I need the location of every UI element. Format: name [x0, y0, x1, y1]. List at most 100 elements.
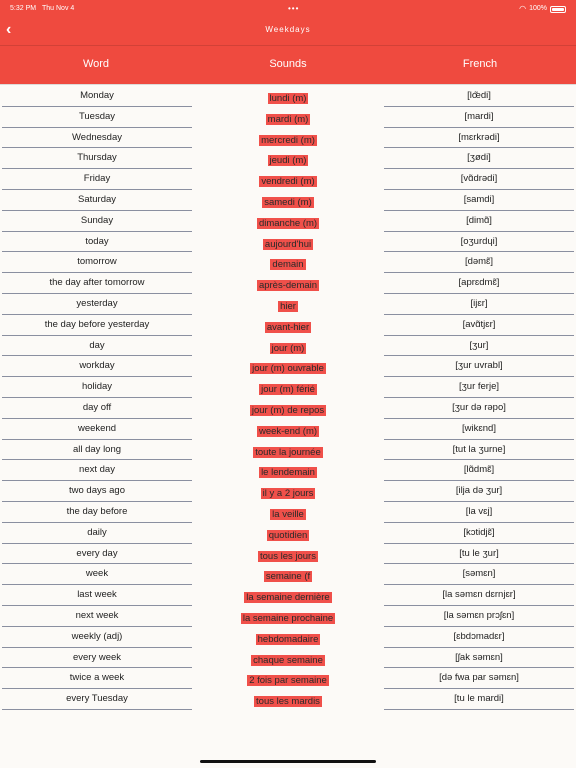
- table-row[interactable]: the day after tomorrow après-demain [aprɛd…: [0, 273, 576, 294]
- sound-label[interactable]: tous les jours: [258, 550, 318, 562]
- sound-cell[interactable]: vendredi (m): [192, 176, 384, 188]
- sound-label[interactable]: lundi (m): [267, 93, 309, 104]
- sound-cell[interactable]: chaque semaine: [192, 654, 384, 667]
- sound-label[interactable]: chaque semaine: [251, 654, 325, 666]
- table-row[interactable]: every Tuesday tous les mardis [tu le mardi…: [0, 689, 576, 710]
- sound-label[interactable]: 2 fois par semaine: [247, 675, 329, 687]
- sound-cell[interactable]: jour (m) férié: [192, 384, 384, 396]
- sound-cell[interactable]: mercredi (m): [192, 134, 384, 147]
- sound-cell[interactable]: jour (m) de repos: [192, 404, 384, 417]
- sound-cell[interactable]: week-end (m): [192, 425, 384, 438]
- sound-label[interactable]: la semaine dernière: [244, 592, 332, 604]
- table-row[interactable]: last week la semaine dernière [la səmɛn dɛ…: [0, 585, 576, 606]
- table-row[interactable]: Thursday jeudi (m) [ʒødi]: [0, 148, 576, 170]
- sound-cell[interactable]: jeudi (m): [192, 155, 384, 167]
- sound-cell[interactable]: la veille: [192, 508, 384, 521]
- sound-cell[interactable]: quotidien: [192, 529, 384, 542]
- sound-cell[interactable]: toute la journée: [192, 446, 384, 459]
- table-row[interactable]: all day long toute la journée [tut la ʒurn…: [0, 440, 576, 461]
- table-row[interactable]: tomorrow demain [dəmɛ̃]: [0, 252, 576, 274]
- sound-cell[interactable]: il y a 2 jours: [192, 488, 384, 500]
- table-row[interactable]: yesterday hier [ijɛr]: [0, 294, 576, 315]
- sound-label[interactable]: vendredi (m): [259, 176, 317, 188]
- table-row[interactable]: twice a week 2 fois par semaine [də fwa pa…: [0, 668, 576, 690]
- word-cell: Wednesday: [2, 128, 192, 149]
- sound-cell[interactable]: semaine (f: [192, 571, 384, 583]
- word-cell: workday: [2, 356, 192, 378]
- table-row[interactable]: next week la semaine prochaine [la səmɛn p…: [0, 606, 576, 627]
- sound-cell[interactable]: tous les mardis: [192, 696, 384, 708]
- word-cell: next day: [2, 460, 192, 482]
- table-row[interactable]: day jour (m) [ʒur]: [0, 336, 576, 357]
- sound-label[interactable]: demain: [270, 259, 306, 271]
- sound-label[interactable]: jour (m): [269, 342, 307, 354]
- sound-cell[interactable]: après-demain: [192, 280, 384, 292]
- sound-label[interactable]: jour (m) férié: [259, 384, 317, 396]
- table-row[interactable]: Tuesday mardi (m) [mardi]: [0, 107, 576, 128]
- table-row[interactable]: every week chaque semaine [ʃak səmɛn]: [0, 648, 576, 669]
- table-row[interactable]: two days ago il y a 2 jours [ilja də ʒur]: [0, 481, 576, 502]
- sound-cell[interactable]: hebdomadaire: [192, 633, 384, 646]
- sound-cell[interactable]: 2 fois par semaine: [192, 675, 384, 687]
- table-row[interactable]: every day tous les jours [tu le ʒur]: [0, 544, 576, 565]
- sound-label[interactable]: jeudi (m): [267, 155, 309, 167]
- sound-cell[interactable]: la semaine dernière: [192, 592, 384, 604]
- french-cell: [ilja də ʒur]: [384, 481, 574, 502]
- sound-label[interactable]: samedi (m): [262, 196, 314, 208]
- table-row[interactable]: weekend week-end (m) [wikɛnd]: [0, 419, 576, 440]
- table-row[interactable]: day off jour (m) de repos [ʒur də rəpo]: [0, 398, 576, 419]
- battery-percent: 100%: [529, 5, 547, 12]
- sound-label[interactable]: toute la journée: [253, 446, 323, 458]
- back-chevron-icon[interactable]: ‹: [6, 21, 12, 38]
- table-row[interactable]: holiday jour (m) férié [ʒur ferje]: [0, 377, 576, 398]
- table-row[interactable]: Friday vendredi (m) [vɑ̃drədi]: [0, 169, 576, 190]
- table-row[interactable]: week semaine (f [səmɛn]: [0, 564, 576, 586]
- table-row[interactable]: today aujourd'hui [oʒurdɥi]: [0, 232, 576, 253]
- sound-cell[interactable]: demain: [192, 259, 384, 271]
- table-row[interactable]: weekly (adj) hebdomadaire [ɛbdɔmadɛr]: [0, 627, 576, 648]
- table-row[interactable]: the day before la veille [la vɛj]: [0, 502, 576, 523]
- table-row[interactable]: Sunday dimanche (m) [dimɑ̃]: [0, 211, 576, 232]
- sound-label[interactable]: hier: [278, 300, 298, 312]
- sound-label[interactable]: dimanche (m): [256, 217, 320, 229]
- sound-label[interactable]: la semaine prochaine: [240, 612, 336, 624]
- sound-label[interactable]: jour (m) ouvrable: [250, 363, 326, 375]
- sound-cell[interactable]: jour (m): [192, 342, 384, 355]
- table-row[interactable]: Wednesday mercredi (m) [mɛrkrədi]: [0, 128, 576, 149]
- sound-label[interactable]: le lendemain: [259, 467, 317, 479]
- table-row[interactable]: Monday lundi (m) [lœ̃di]: [0, 86, 576, 107]
- sound-cell[interactable]: avant-hier: [192, 321, 384, 334]
- sound-label[interactable]: avant-hier: [264, 321, 312, 333]
- sound-cell[interactable]: samedi (m): [192, 196, 384, 209]
- sound-cell[interactable]: la semaine prochaine: [192, 612, 384, 625]
- sound-cell[interactable]: le lendemain: [192, 467, 384, 479]
- sound-label[interactable]: après-demain: [256, 280, 320, 292]
- table-row[interactable]: next day le lendemain [lɑ̃dmɛ̃]: [0, 460, 576, 482]
- sound-label[interactable]: mercredi (m): [259, 134, 317, 146]
- sound-label[interactable]: semaine (f: [263, 571, 313, 583]
- sound-label[interactable]: il y a 2 jours: [260, 488, 316, 500]
- sound-cell[interactable]: hier: [192, 300, 384, 313]
- sound-label[interactable]: jour (m) de repos: [249, 404, 327, 416]
- multitask-dots-icon[interactable]: •••: [288, 4, 300, 13]
- sound-cell[interactable]: aujourd'hui: [192, 238, 384, 251]
- sound-label[interactable]: la veille: [270, 508, 306, 520]
- sound-cell[interactable]: lundi (m): [192, 93, 384, 105]
- sound-label[interactable]: tous les mardis: [254, 696, 322, 708]
- sound-label[interactable]: quotidien: [266, 529, 310, 541]
- table-row[interactable]: Saturday samedi (m) [samdi]: [0, 190, 576, 211]
- home-indicator[interactable]: [200, 760, 376, 763]
- sound-label[interactable]: week-end (m): [256, 425, 320, 437]
- sound-label[interactable]: hebdomadaire: [255, 633, 321, 645]
- app-header: 5:32 PM Thu Nov 4 ••• ◠ 100% ‹ Weekdays …: [0, 0, 576, 84]
- sound-cell[interactable]: mardi (m): [192, 113, 384, 126]
- table-row[interactable]: daily quotidien [kɔtidjɛ̃]: [0, 523, 576, 544]
- sound-cell[interactable]: dimanche (m): [192, 217, 384, 230]
- sound-cell[interactable]: tous les jours: [192, 550, 384, 563]
- table-row[interactable]: the day before yesterday avant-hier [avɑ̃t…: [0, 315, 576, 336]
- sound-label[interactable]: mardi (m): [265, 113, 311, 125]
- table-row[interactable]: workday jour (m) ouvrable [ʒur uvrabl]: [0, 356, 576, 378]
- sound-cell[interactable]: jour (m) ouvrable: [192, 363, 384, 375]
- sound-label[interactable]: aujourd'hui: [262, 238, 314, 250]
- wifi-icon: ◠: [519, 4, 527, 13]
